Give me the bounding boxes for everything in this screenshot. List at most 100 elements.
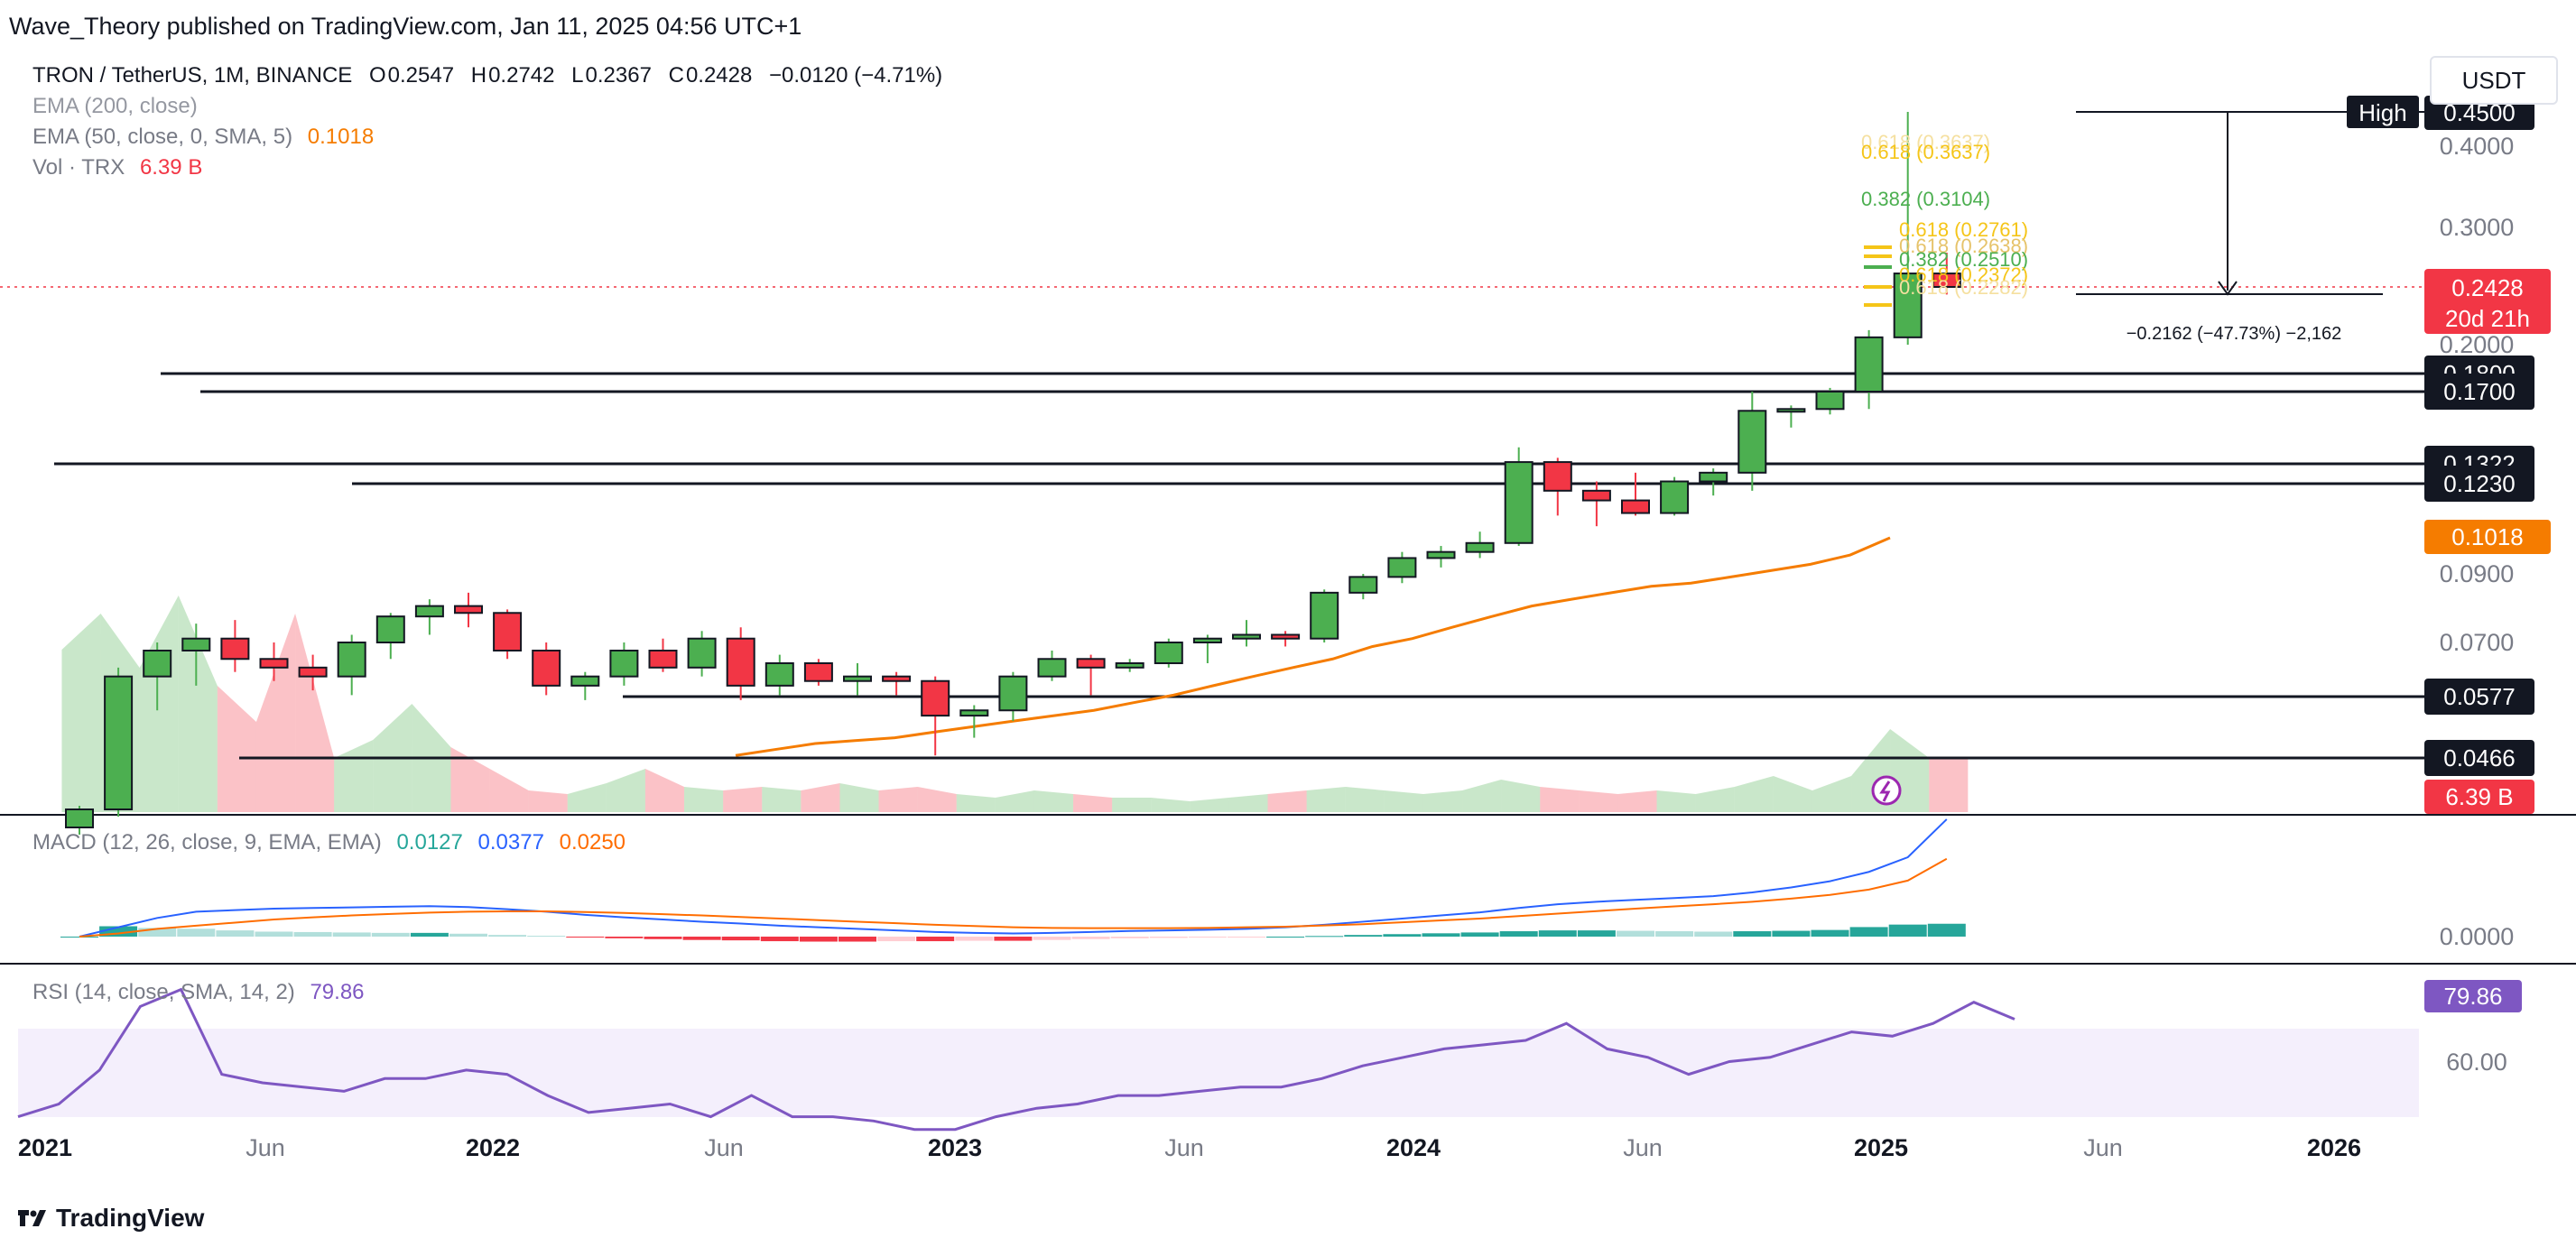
time-axis-label: 2023 — [928, 1134, 982, 1161]
macd-histogram-bar — [1071, 937, 1110, 939]
volume-badge — [2424, 780, 2534, 814]
close-value: 0.2428 — [685, 63, 753, 88]
volume-area — [450, 747, 490, 812]
macd-histogram-bar — [566, 937, 605, 938]
rsi-value: 79.86 — [310, 980, 365, 1004]
price-axis-label: 0.4000 — [2440, 133, 2515, 160]
macd-histogram-bar — [1617, 930, 1654, 937]
candle-body — [921, 679, 950, 717]
price-axis-label: 0.3000 — [2440, 214, 2515, 241]
volume-area — [567, 783, 607, 812]
ema50-legend[interactable]: EMA (50, close, 0, SMA, 5) 0.1018 — [32, 125, 375, 150]
candle-body — [1893, 273, 1923, 338]
macd-histogram-bar — [1188, 937, 1227, 938]
high-value: 0.2742 — [488, 63, 555, 88]
volume-area — [1540, 787, 1580, 812]
tradingview-logo-icon — [18, 1210, 46, 1226]
volume-area — [295, 614, 335, 812]
volume-area — [1151, 798, 1191, 812]
ema200-legend[interactable]: EMA (200, close) — [32, 94, 198, 118]
macd-histogram-bar — [1110, 937, 1149, 938]
candle-body — [220, 637, 250, 661]
macd-histogram-bar — [1228, 937, 1265, 938]
volume-area — [1812, 776, 1852, 812]
volume-area — [801, 783, 840, 812]
volume-area — [1422, 790, 1463, 812]
volume-area — [1929, 758, 1969, 812]
macd-histogram-bar — [1149, 937, 1188, 938]
volume-area — [1306, 787, 1346, 812]
volume-area — [334, 740, 374, 812]
open-label: O — [368, 63, 386, 88]
macd-histogram-bar — [1577, 930, 1616, 937]
volume-area — [723, 787, 763, 812]
candle-body — [1387, 557, 1417, 578]
support-level-badge — [2424, 466, 2534, 502]
rsi-band — [18, 1029, 2419, 1117]
time-axis-label: Jun — [2083, 1134, 2123, 1161]
measure-arrowhead — [2218, 281, 2238, 296]
candle-body — [298, 666, 328, 678]
macd-histogram-bar — [1499, 931, 1538, 937]
high-badge — [2347, 96, 2419, 128]
candle-body — [532, 650, 561, 687]
candle-body — [882, 675, 912, 682]
volume-area — [1501, 780, 1541, 812]
fib-label-lower-gold-top: 0.618 (0.2761) — [1899, 218, 2028, 241]
macd-histogram-bar — [605, 937, 644, 938]
rsi-legend[interactable]: RSI (14, close, SMA, 14, 2) 79.86 — [32, 980, 366, 1005]
time-axis-label: 2021 — [18, 1134, 72, 1161]
candle-body — [1737, 410, 1767, 474]
macd-histogram-bar — [216, 930, 255, 937]
volume-area — [139, 596, 179, 812]
time-axis-label: Jun — [246, 1134, 285, 1161]
ema-price-badge — [2424, 520, 2551, 554]
candle-body — [609, 650, 639, 678]
symbol-name[interactable]: TRON / TetherUS, 1M, BINANCE — [32, 63, 353, 88]
macd-histogram-bar — [839, 937, 876, 942]
candle-body — [143, 650, 172, 678]
volume-legend[interactable]: Vol · TRX 6.39 B — [32, 155, 204, 180]
macd-histogram-bar — [1344, 935, 1383, 937]
fib-label-upper-green: 0.382 (0.3104) — [1861, 188, 1990, 210]
countdown-label: 20d 21h — [2445, 305, 2530, 332]
macd-histogram-bar — [410, 932, 449, 937]
candle-body — [648, 650, 678, 669]
candle-body — [1581, 489, 1611, 502]
volume-area — [1695, 787, 1735, 812]
macd-histogram-bar — [1538, 930, 1577, 937]
tradingview-logo[interactable]: TradingView — [16, 1204, 204, 1233]
volume-area — [644, 769, 685, 812]
fib-label-upper-gold: 0.618 (0.3637) — [1861, 141, 1990, 163]
volume-area — [917, 787, 957, 812]
time-axis-label: Jun — [1623, 1134, 1663, 1161]
candle-body — [414, 605, 444, 618]
candle-body — [1465, 541, 1495, 553]
rsi-label: RSI (14, close, SMA, 14, 2) — [32, 980, 295, 1004]
ema50-line — [735, 536, 1891, 757]
change-value: −0.0120 (−4.71%) — [769, 63, 943, 88]
macd-histogram-bar — [1305, 936, 1344, 938]
low-value: 0.2367 — [585, 63, 652, 88]
fib-label-ghost: 0.618 (0.3637) — [1861, 131, 1990, 153]
macd-histogram-bar — [1888, 924, 1927, 937]
close-label: C — [668, 63, 684, 88]
macd-histogram-bar — [760, 937, 799, 942]
macd-histogram-bar — [877, 937, 916, 942]
time-axis-label: Jun — [704, 1134, 744, 1161]
volume-area — [1228, 794, 1268, 812]
event-icon — [1871, 775, 1902, 806]
fib-label-lower-ghost: 0.618 (0.2282) — [1899, 276, 2028, 299]
macd-histogram-bar — [1266, 937, 1305, 938]
candle-body — [375, 615, 405, 643]
macd-histogram-bar — [799, 937, 838, 942]
macd-histogram-bar — [177, 928, 216, 937]
volume-area — [255, 614, 296, 812]
macd-histogram-bar — [682, 937, 721, 940]
volume-area — [1112, 798, 1152, 812]
macd-legend[interactable]: MACD (12, 26, close, 9, EMA, EMA) 0.0127… — [32, 830, 627, 855]
currency-button[interactable]: USDT — [2430, 56, 2558, 105]
macd-histogram-bar — [1849, 927, 1888, 937]
current-price-label: 0.2428 — [2451, 274, 2524, 301]
